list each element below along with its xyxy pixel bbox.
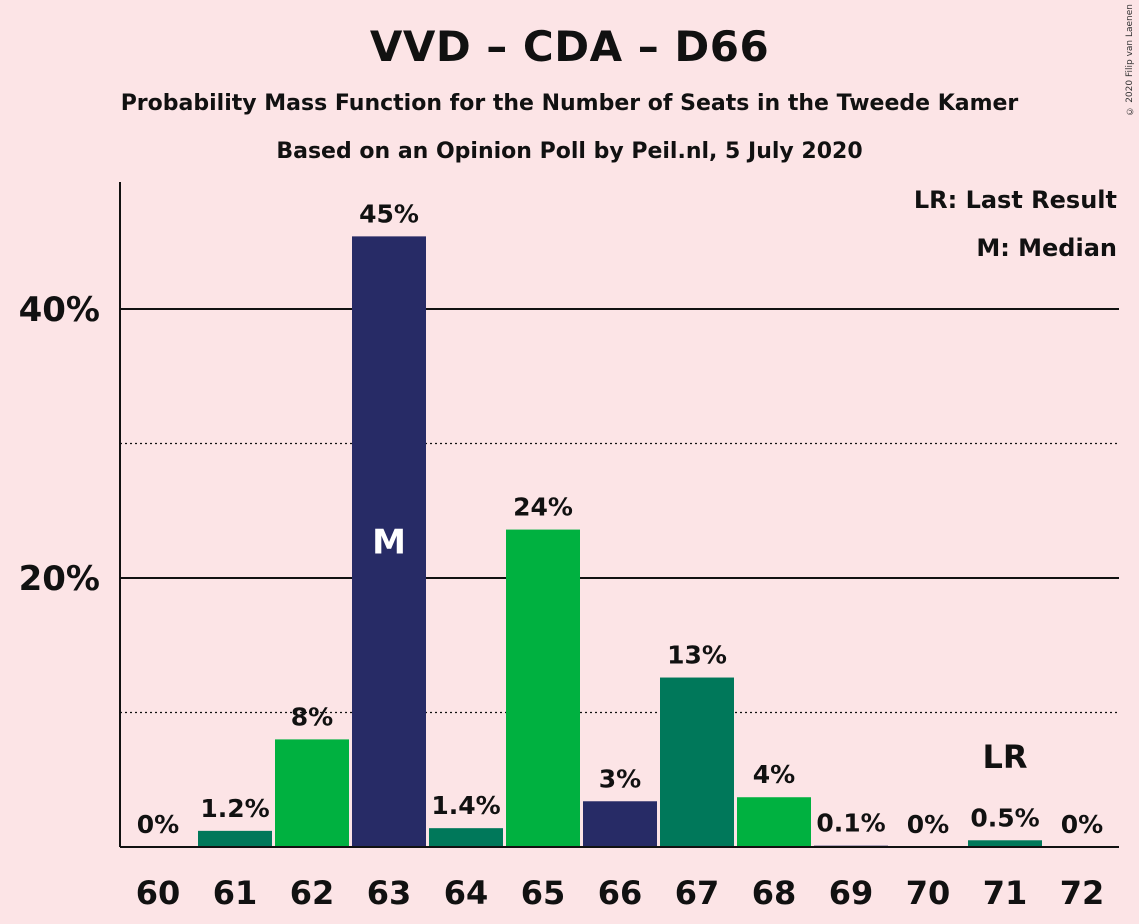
x-tick-label: 66 xyxy=(598,874,643,912)
bar-62 xyxy=(275,739,349,847)
last-result-marker: LR xyxy=(982,738,1027,776)
bar-71 xyxy=(968,840,1042,847)
bar-value-label: 1.2% xyxy=(200,794,269,823)
bar-value-label: 0.5% xyxy=(970,803,1039,832)
bar-63 xyxy=(352,236,426,847)
bar-68 xyxy=(737,797,811,847)
bar-value-label: 8% xyxy=(291,702,333,731)
x-tick-label: 60 xyxy=(136,874,181,912)
bar-value-label: 0% xyxy=(137,810,179,839)
bar-value-label: 4% xyxy=(753,760,795,789)
bar-value-label: 1.4% xyxy=(431,791,500,820)
x-tick-label: 67 xyxy=(675,874,720,912)
bar-value-label: 0% xyxy=(907,810,949,839)
bar-value-label: 0% xyxy=(1061,810,1103,839)
x-tick-label: 70 xyxy=(906,874,951,912)
x-tick-label: 72 xyxy=(1060,874,1105,912)
chart-source: Based on an Opinion Poll by Peil.nl, 5 J… xyxy=(276,139,863,164)
bar-value-label: 3% xyxy=(599,764,641,793)
x-tick-label: 65 xyxy=(521,874,566,912)
bar-65 xyxy=(506,529,580,847)
median-marker: M xyxy=(372,523,406,563)
bar-64 xyxy=(429,828,503,847)
legend-last-result: LR: Last Result xyxy=(913,186,1117,214)
legend-median: M: Median xyxy=(976,234,1117,262)
x-tick-label: 64 xyxy=(444,874,489,912)
bar-value-label: 0.1% xyxy=(816,809,885,838)
bar-67 xyxy=(660,677,734,847)
x-tick-label: 61 xyxy=(213,874,258,912)
x-tick-label: 63 xyxy=(367,874,412,912)
x-tick-label: 62 xyxy=(290,874,335,912)
x-tick-label: 71 xyxy=(983,874,1028,912)
bar-value-label: 13% xyxy=(667,641,727,670)
chart-title: VVD – CDA – D66 xyxy=(369,22,770,71)
y-tick-label: 40% xyxy=(19,290,100,330)
chart-subtitle: Probability Mass Function for the Number… xyxy=(120,91,1019,116)
bar-value-label: 45% xyxy=(359,199,419,228)
bar-61 xyxy=(198,830,272,847)
bar-66 xyxy=(583,801,657,847)
x-tick-label: 69 xyxy=(829,874,874,912)
bar-value-label: 24% xyxy=(513,493,573,522)
x-tick-label: 68 xyxy=(752,874,797,912)
y-tick-label: 20% xyxy=(19,559,100,599)
